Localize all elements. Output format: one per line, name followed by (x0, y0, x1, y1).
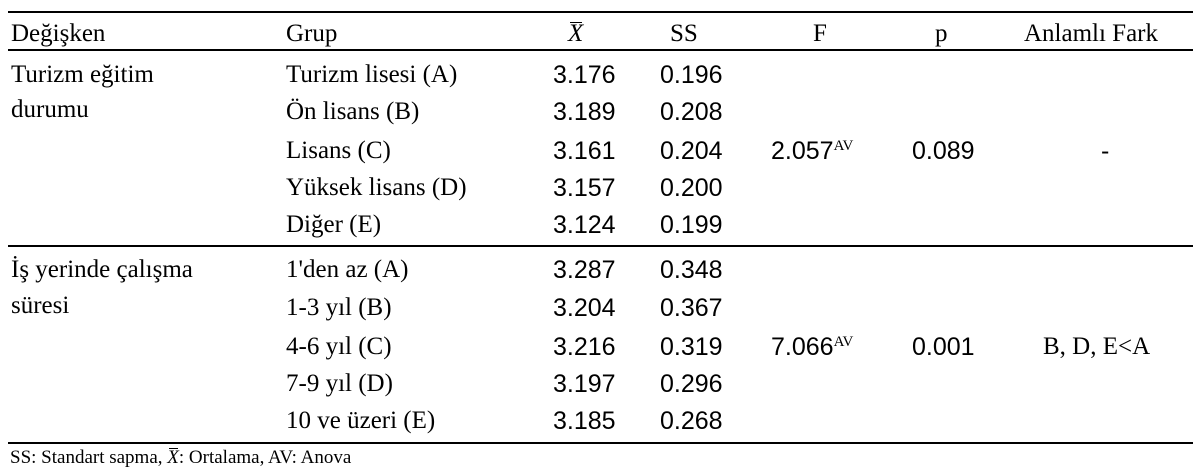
f-value: 2.057AV (771, 137, 854, 165)
table-top-rule (8, 11, 1193, 13)
p-value: 0.001 (912, 333, 975, 361)
table-bottom-rule (8, 442, 1193, 444)
ss-cell: 0.296 (660, 370, 723, 398)
grup-cell: 1-3 yıl (B) (286, 294, 392, 321)
header-degisken: Değişken (11, 20, 106, 47)
mean-cell: 3.161 (553, 137, 616, 165)
ss-cell: 0.367 (660, 294, 723, 322)
mean-cell: 3.185 (553, 407, 616, 435)
grup-cell: 7-9 yıl (D) (286, 370, 393, 397)
ss-cell: 0.319 (660, 333, 723, 361)
ss-cell: 0.196 (660, 61, 723, 89)
grup-cell: 10 ve üzeri (E) (286, 407, 436, 434)
header-ss: SS (670, 20, 698, 47)
grup-cell: 1'den az (A) (286, 256, 409, 283)
grup-cell: 4-6 yıl (C) (286, 333, 392, 360)
header-f: F (813, 20, 827, 47)
header-anlamli-fark: Anlamlı Fark (1024, 20, 1159, 47)
ss-cell: 0.200 (660, 174, 723, 202)
header-grup: Grup (286, 20, 338, 47)
mean-cell: 3.157 (553, 174, 616, 202)
header-bottom-rule (8, 49, 1193, 51)
ss-cell: 0.268 (660, 407, 723, 435)
header-mean: X (568, 20, 584, 47)
table-footnote: SS: Standart sapma, X: Ortalama, AV: Ano… (10, 447, 352, 468)
grup-cell: Yüksek lisans (D) (286, 174, 467, 201)
ss-cell: 0.204 (660, 137, 723, 165)
f-value: 7.066AV (771, 333, 854, 361)
ss-cell: 0.199 (660, 211, 723, 239)
grup-cell: Turizm lisesi (A) (286, 61, 458, 88)
variable-label-line2: durumu (11, 96, 89, 123)
grup-cell: Lisans (C) (286, 137, 391, 164)
ss-cell: 0.208 (660, 98, 723, 126)
grup-cell: Diğer (E) (286, 211, 382, 238)
grup-cell: Ön lisans (B) (286, 98, 420, 125)
group-divider-rule (8, 245, 1193, 247)
variable-label-line2: süresi (11, 292, 70, 319)
anlamli-fark-value: - (1101, 137, 1110, 165)
mean-cell: 3.287 (553, 256, 616, 284)
header-p: p (935, 20, 948, 47)
p-value: 0.089 (912, 137, 975, 165)
ss-cell: 0.348 (660, 256, 723, 284)
mean-cell: 3.197 (553, 370, 616, 398)
mean-cell: 3.176 (553, 61, 616, 89)
mean-cell: 3.204 (553, 294, 616, 322)
variable-label-line1: İş yerinde çalışma (11, 256, 193, 283)
mean-cell: 3.124 (553, 211, 616, 239)
mean-cell: 3.189 (553, 98, 616, 126)
variable-label-line1: Turizm eğitim (11, 61, 154, 88)
anlamli-fark-value: B, D, E<A (1043, 333, 1151, 360)
mean-cell: 3.216 (553, 333, 616, 361)
